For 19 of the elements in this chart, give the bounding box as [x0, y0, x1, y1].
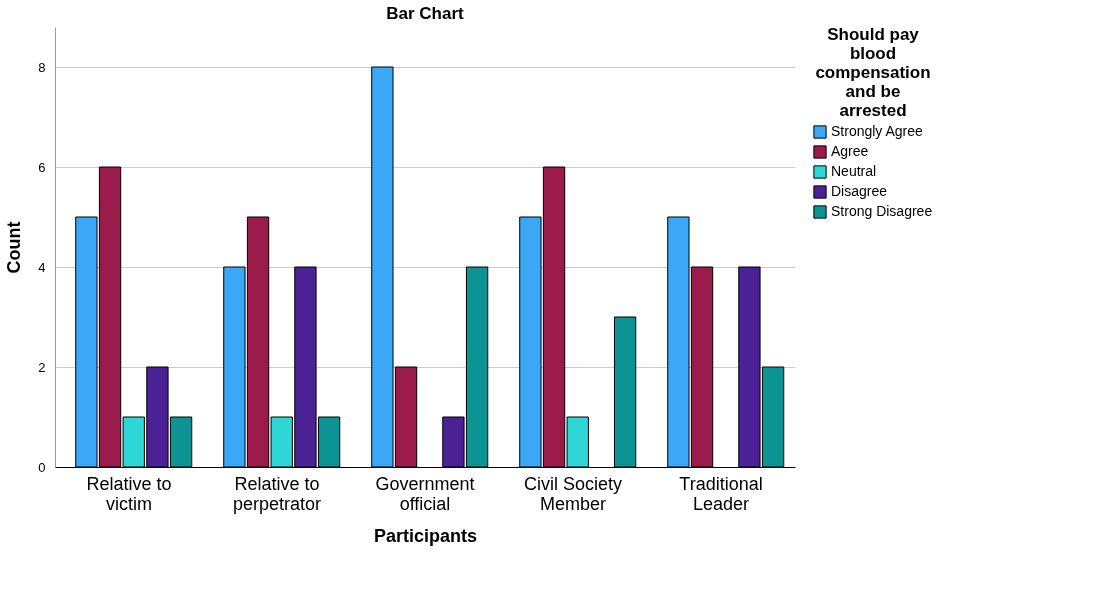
y-axis-title: Count: [4, 221, 25, 274]
legend-title: Should pay blood compensation and be arrested: [815, 25, 931, 120]
x-tick-label: Relative to victim: [86, 473, 172, 514]
x-tick-label: Traditional Leader: [679, 473, 763, 514]
x-tick-label: Civil Society Member: [523, 473, 623, 514]
legend-label: Disagree: [831, 183, 888, 199]
legend-label: Neutral: [831, 163, 877, 179]
x-tick-label: Government official: [375, 473, 475, 514]
legend-label: Strongly Agree: [831, 123, 924, 139]
y-tick-label: 2: [38, 359, 46, 375]
x-tick-label: Relative to perpetrator: [232, 473, 322, 514]
y-tick-label: 0: [38, 459, 46, 475]
y-tick-label: 4: [38, 259, 46, 275]
y-tick-label: 8: [38, 59, 46, 75]
legend-label: Strong Disagree: [831, 203, 933, 219]
legend-label: Agree: [831, 143, 869, 159]
y-tick-label: 6: [38, 159, 46, 175]
chart-title: Bar Chart: [386, 4, 465, 23]
x-axis-title: Participants: [373, 525, 478, 546]
